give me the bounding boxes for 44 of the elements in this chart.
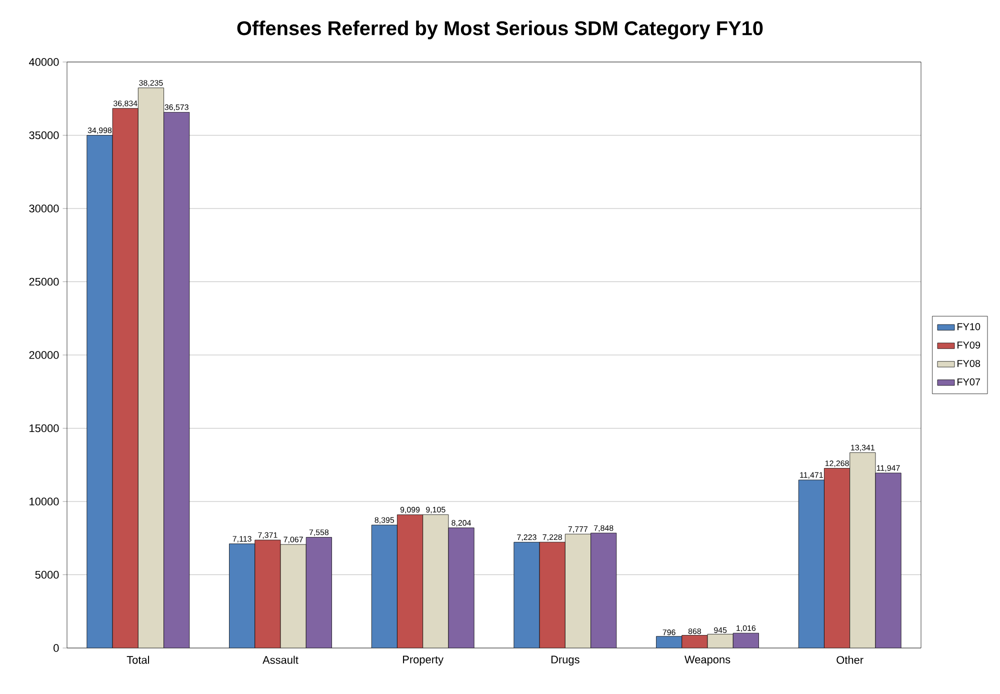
y-tick-label: 20000 [29, 351, 59, 359]
bar [732, 632, 759, 648]
legend-label: FY09 [958, 342, 980, 349]
x-tick-label: Assault [262, 656, 298, 664]
bar [875, 472, 902, 648]
y-tick-label: 5000 [35, 570, 59, 579]
bar [564, 534, 591, 648]
bar [112, 108, 138, 648]
legend-label: FY08 [958, 360, 980, 368]
bar [306, 537, 332, 648]
legend-label: FY07 [958, 378, 980, 386]
bar [448, 528, 474, 648]
y-tick-label: 35000 [29, 131, 59, 140]
bar [708, 634, 734, 648]
bar [682, 635, 708, 648]
bar [656, 636, 682, 648]
y-tick-label: 40000 [29, 58, 59, 66]
y-tick-label: 15000 [30, 424, 59, 432]
y-tick-label: 30000 [29, 204, 59, 212]
bar [397, 514, 424, 648]
bar [850, 452, 876, 648]
chart-title: Offenses Referred by Most Serious SDM Category FY10 [237, 20, 763, 40]
bar [371, 524, 398, 648]
x-tick-label: Drugs [551, 656, 580, 666]
y-tick-label: 0 [54, 644, 59, 652]
bar [254, 540, 280, 648]
bar [798, 480, 824, 648]
x-tick-label: Weapons [684, 656, 730, 666]
bar [590, 532, 617, 648]
bar [422, 514, 449, 648]
bar [164, 112, 190, 648]
bar [280, 544, 306, 648]
y-tick-label: 10000 [30, 498, 59, 506]
legend-label: FY10 [958, 323, 980, 330]
bar [86, 135, 113, 648]
bar [138, 88, 164, 648]
bar [229, 544, 255, 648]
y-tick-label: 25000 [29, 278, 59, 286]
bar [539, 542, 566, 648]
bar [514, 542, 540, 648]
x-tick-label: Property [403, 656, 444, 666]
x-tick-label: Total [126, 656, 150, 664]
x-tick-label: Other [836, 656, 864, 664]
bar [824, 468, 850, 648]
